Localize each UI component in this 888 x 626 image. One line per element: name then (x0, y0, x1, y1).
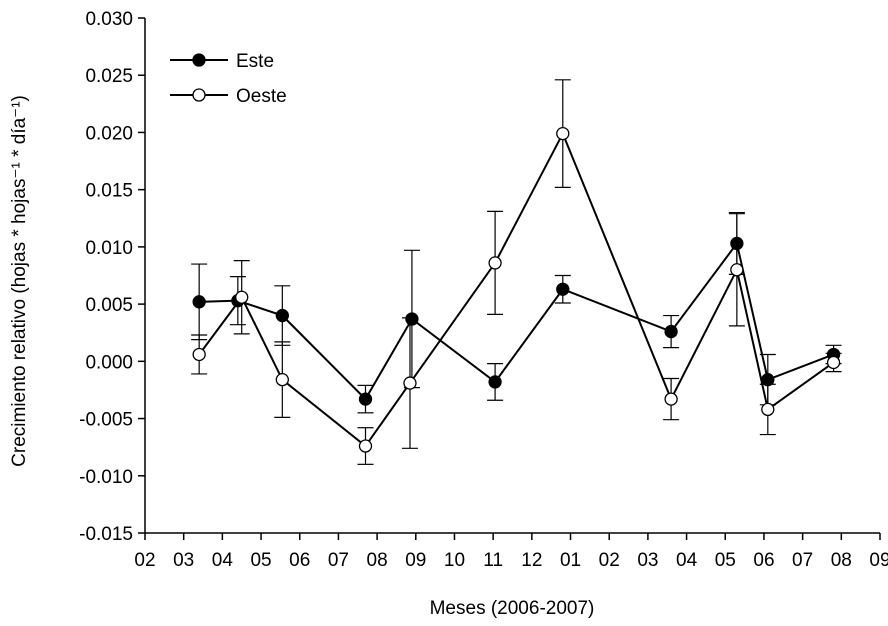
legend: Este Oeste (170, 51, 287, 107)
data-point (275, 372, 289, 387)
y-axis-label: Crecimiento relativo (hojas * hojas⁻¹ * … (9, 95, 30, 467)
x-tick-label: 04 (676, 550, 698, 571)
series-line (198, 131, 835, 448)
x-tick-label: 02 (599, 550, 620, 571)
legend-label: Oeste (236, 86, 287, 107)
legend-label: Este (236, 51, 274, 72)
y-tick-label: 0.020 (85, 123, 133, 144)
data-point (403, 376, 417, 390)
x-tick-label: 11 (483, 550, 503, 571)
y-tick-label: -0.005 (79, 410, 133, 431)
x-tick-label: 03 (173, 550, 194, 571)
y-tick-label: 0.025 (85, 66, 133, 87)
data-point (664, 324, 678, 339)
x-tick-label: 08 (831, 550, 852, 571)
x-tick-label: 07 (792, 550, 813, 571)
data-point (488, 256, 502, 270)
series-este (191, 211, 842, 414)
x-tick-label: 02 (134, 550, 155, 571)
data-point (826, 355, 841, 370)
data-point (730, 263, 744, 277)
y-tick-label: 0.030 (85, 9, 133, 30)
x-axis-label: Meses (2006-2007) (430, 598, 595, 619)
data-point (664, 392, 678, 406)
data-point (358, 439, 373, 453)
data-point (192, 295, 206, 309)
y-tick-label: 0.005 (85, 295, 133, 316)
x-tick-label: 08 (367, 550, 388, 571)
y-tick-label: 0.015 (85, 181, 133, 202)
data-point (405, 312, 419, 326)
x-tick-label: 07 (328, 550, 349, 571)
y-axis: -0.015 -0.010 -0.005 0.000 0.005 0.010 0.015 0.… (79, 9, 145, 545)
y-tick-label: -0.015 (79, 524, 133, 545)
x-tick-label: 01 (560, 550, 581, 571)
series-oeste (191, 79, 842, 465)
x-tick-label: 09 (869, 550, 888, 571)
data-point (192, 347, 206, 362)
x-tick-label: 05 (715, 550, 736, 571)
y-tick-label: 0.000 (85, 352, 133, 373)
x-tick-label: 10 (444, 550, 465, 571)
data-point (761, 402, 775, 417)
data-point (556, 126, 570, 141)
data-point (358, 392, 373, 406)
x-axis: 02 03 04 05 06 07 08 09 10 11 12 01 02 03 04 05 06 07 08 09 (134, 533, 888, 571)
data-point (556, 282, 570, 296)
x-tick-label: 09 (405, 550, 426, 571)
plot-frame (144, 18, 880, 534)
x-tick-label: 12 (521, 550, 542, 571)
data-point (275, 308, 289, 323)
x-tick-label: 06 (753, 550, 774, 571)
legend-marker (192, 53, 206, 67)
x-tick-label: 03 (637, 550, 658, 571)
data-point (235, 290, 249, 304)
y-tick-label: 0.010 (85, 238, 133, 259)
x-tick-label: 04 (212, 550, 234, 571)
x-tick-label: 05 (250, 550, 271, 571)
data-point (488, 375, 502, 389)
x-tick-label: 06 (289, 550, 310, 571)
y-tick-label: -0.010 (79, 467, 133, 488)
legend-marker (192, 88, 206, 102)
series-layer (191, 79, 842, 465)
